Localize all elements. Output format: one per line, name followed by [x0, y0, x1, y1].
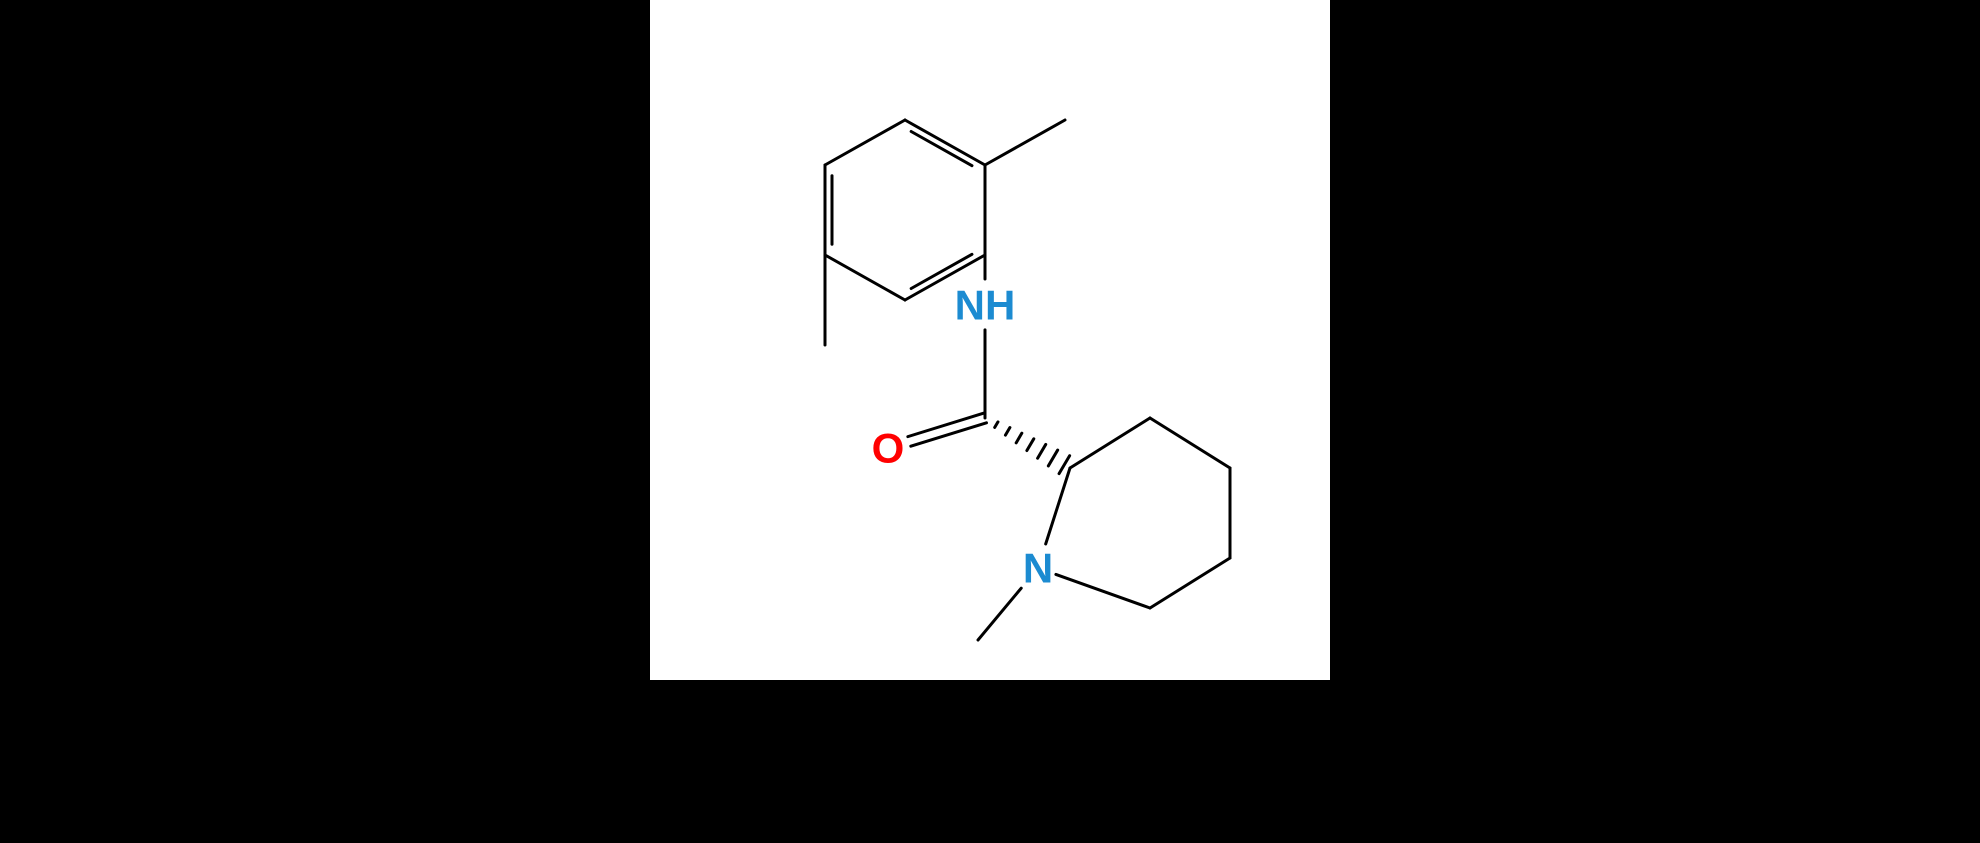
nh-atom-label: NH: [955, 282, 1016, 329]
molecule-canvas: NH O N: [650, 0, 1330, 680]
n-atom-label: N: [1023, 545, 1053, 592]
molecule-svg: NH O N: [650, 0, 1330, 680]
o-atom-label: O: [872, 425, 905, 472]
